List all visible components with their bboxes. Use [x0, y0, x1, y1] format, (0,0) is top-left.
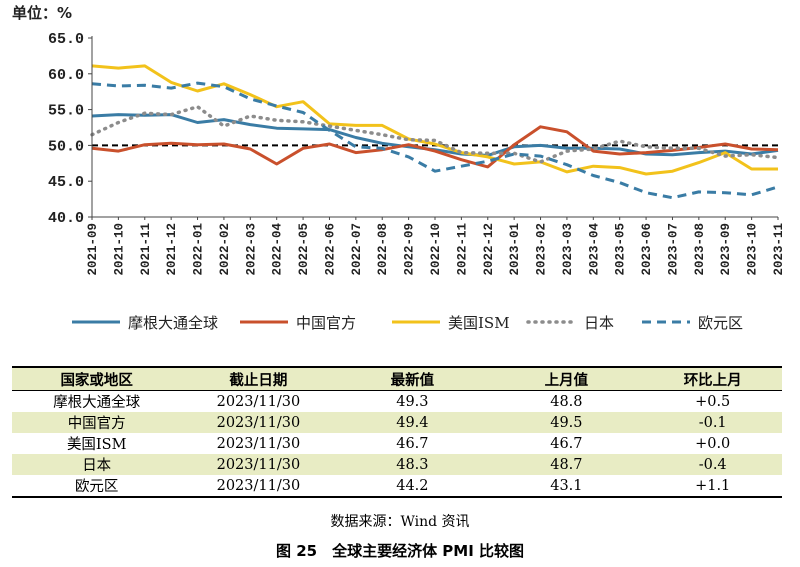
cell-previous: 49.5 [489, 412, 644, 433]
header-region: 国家或地区 [12, 366, 182, 391]
cell-previous: 46.7 [550, 435, 583, 452]
table-row: 中国官方 2023/11/30 49.4 49.5 -0.1 [12, 412, 782, 433]
x-tick-label: 2023-03 [561, 223, 575, 276]
y-tick-label: 55.0 [48, 103, 84, 120]
x-tick-label: 2022-01 [192, 223, 206, 276]
cell-region: 中国官方 [12, 412, 182, 433]
cell-latest: 48.3 [335, 454, 490, 475]
x-tick-label: 2023-08 [693, 223, 707, 276]
x-tick-label: 2022-02 [218, 223, 232, 276]
pmi-summary-table: 国家或地区 截止日期 最新值 上月值 环比上月 摩根大通全球 2023/11/3… [12, 366, 782, 498]
cell-date: 2023/11/30 [181, 412, 336, 433]
legend-label: 摩根大通全球 [128, 314, 218, 332]
x-tick-label: 2022-09 [403, 223, 417, 276]
cell-region: 欧元区 [12, 475, 182, 498]
header-latest: 最新值 [335, 366, 490, 391]
pmi-line-chart: 单位：% 40.0 45.0 50.0 55.0 60.0 65.0 2021-09 2021… [12, 4, 786, 332]
table-row: 欧元区 2023/11/30 44.2 43.1 +1.1 [12, 475, 782, 498]
x-tick-label: 2023-09 [719, 223, 733, 276]
cell-mom: -0.1 [643, 412, 782, 433]
y-tick-label: 45.0 [48, 174, 84, 191]
x-tick-label: 2023-11 [772, 223, 786, 276]
cell-mom: +0.5 [695, 393, 731, 410]
x-tick-label: 2021-12 [165, 223, 179, 276]
cell-date: 2023/11/30 [181, 475, 336, 498]
x-tick-label: 2023-06 [640, 223, 654, 276]
pmi-summary-table-wrap: 国家或地区 截止日期 最新值 上月值 环比上月 摩根大通全球 2023/11/3… [12, 366, 782, 498]
x-tick-label: 2023-05 [614, 223, 628, 276]
table-header-row: 国家或地区 截止日期 最新值 上月值 环比上月 [12, 366, 782, 391]
table-row: 摩根大通全球 2023/11/30 49.3 48.8 +0.5 [12, 391, 782, 413]
data-source-note: 数据来源：Wind 资讯 [330, 514, 470, 530]
x-tick-label: 2022-03 [244, 223, 258, 276]
table-row: 美国ISM 2023/11/30 46.7 46.7 +0.0 [12, 433, 782, 454]
series-line-2 [91, 64, 778, 176]
x-tick-label: 2021-10 [112, 223, 126, 276]
y-tick-label: 60.0 [48, 67, 84, 84]
legend-label: 中国官方 [296, 314, 356, 332]
cell-mom: +0.0 [695, 435, 731, 452]
cell-mom: +1.1 [643, 475, 782, 498]
cell-mom: -0.4 [643, 454, 782, 475]
x-tick-label: 2022-07 [350, 223, 364, 276]
x-tick-label: 2023-04 [587, 223, 601, 276]
y-tick-label: 40.0 [48, 210, 84, 227]
x-tick-label: 2022-11 [455, 223, 469, 276]
cell-previous: 48.7 [489, 454, 644, 475]
cell-latest: 49.4 [335, 412, 490, 433]
cell-date: 2023/11/30 [216, 435, 301, 452]
y-tick-label: 65.0 [48, 31, 84, 48]
header-mom: 环比上月 [643, 366, 782, 391]
x-tick-label: 2022-04 [271, 223, 285, 276]
header-previous: 上月值 [489, 366, 644, 391]
x-tick-label: 2023-01 [508, 223, 522, 276]
legend-label: 日本 [584, 314, 614, 332]
series-line-4 [91, 81, 779, 200]
x-tick-label: 2022-12 [482, 223, 496, 276]
cell-latest: 44.2 [335, 475, 490, 498]
x-tick-label: 2022-06 [323, 223, 337, 276]
legend-label: 欧元区 [698, 314, 743, 332]
table-row: 日本 2023/11/30 48.3 48.7 -0.4 [12, 454, 782, 475]
cell-latest: 46.7 [396, 435, 429, 452]
cell-date: 2023/11/30 [181, 454, 336, 475]
cell-region: 摩根大通全球 [53, 395, 141, 411]
cell-region: 美国ISM [66, 437, 127, 453]
figure-caption: 图 25 全球主要经济体 PMI 比较图 [275, 542, 525, 560]
series-line-1 [91, 125, 779, 169]
x-tick-label: 2021-11 [139, 223, 153, 276]
x-tick-label: 2023-07 [666, 223, 680, 276]
header-date: 截止日期 [181, 366, 336, 391]
cell-latest: 49.3 [396, 393, 429, 410]
y-tick-label: 50.0 [48, 138, 84, 155]
legend-label: 美国ISM [448, 314, 510, 332]
unit-label: 单位：% [12, 4, 72, 22]
x-tick-label: 2021-09 [86, 223, 100, 276]
cell-previous: 43.1 [489, 475, 644, 498]
x-tick-label: 2023-02 [535, 223, 549, 276]
cell-date: 2023/11/30 [216, 393, 301, 410]
x-tick-label: 2022-08 [376, 223, 390, 276]
x-tick-label: 2023-10 [746, 223, 760, 276]
x-tick-label: 2022-10 [429, 223, 443, 276]
series-line-3 [90, 104, 780, 164]
cell-region: 日本 [12, 454, 182, 475]
x-tick-label: 2022-05 [297, 223, 311, 276]
cell-previous: 48.8 [550, 393, 583, 410]
